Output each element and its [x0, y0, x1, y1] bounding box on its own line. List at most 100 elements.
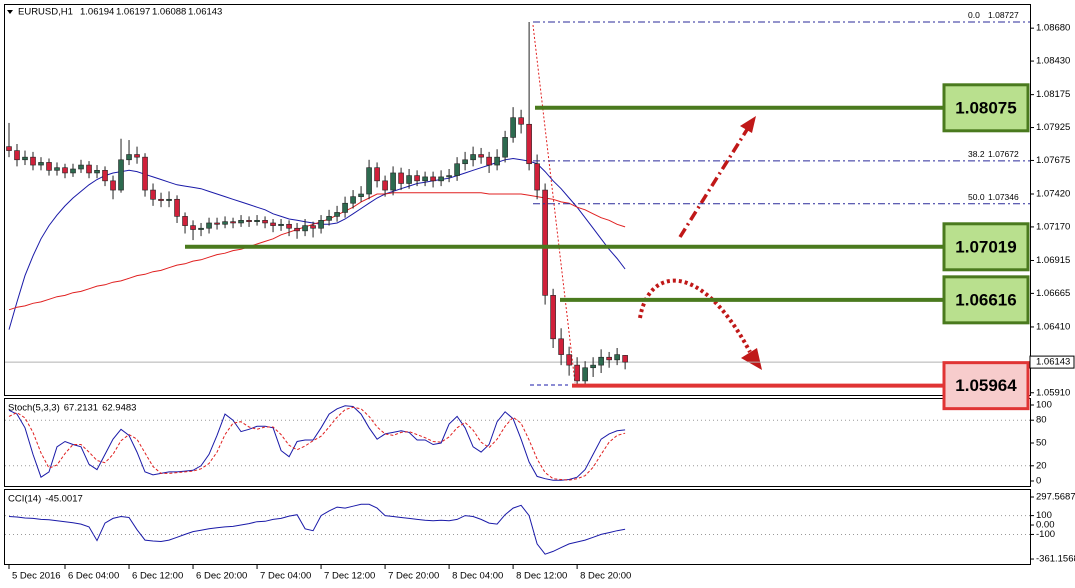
candle-body — [582, 367, 588, 382]
candle-body — [22, 156, 28, 161]
y-tick-label: 50 — [1036, 438, 1047, 449]
ohlc-high: 1.06197 — [116, 7, 150, 18]
candle-body — [614, 354, 620, 361]
candle-body — [598, 356, 604, 366]
candle-body — [30, 156, 36, 166]
candle-body — [118, 159, 124, 191]
candle-body — [102, 170, 108, 182]
candle-body — [142, 156, 148, 191]
level-label: 1.05964 — [955, 376, 1017, 395]
candle-body — [278, 223, 284, 226]
fib-price: 1.07672 — [988, 149, 1019, 159]
candle-body — [590, 364, 596, 369]
candle-body — [622, 355, 628, 363]
candle-body — [94, 170, 100, 174]
candle-body — [6, 146, 12, 151]
level-label: 1.07019 — [955, 237, 1016, 256]
candle-body — [294, 227, 300, 232]
candle-body — [254, 220, 260, 222]
candle-body — [510, 117, 516, 138]
y-tick-label: 1.05910 — [1036, 387, 1070, 398]
fib-price: 1.08727 — [988, 10, 1019, 20]
candle-body — [430, 176, 436, 182]
arrow-curve — [638, 278, 752, 353]
current-price-label: 1.06143 — [1036, 357, 1070, 368]
indicator-line — [8, 503, 626, 555]
candle-body — [310, 225, 316, 229]
y-tick-label: 1.08680 — [1036, 23, 1070, 34]
candle-body — [46, 162, 52, 171]
current-price-box — [1029, 355, 1075, 369]
arrow-shaft — [678, 127, 750, 238]
candle-body — [534, 163, 540, 191]
candle-body — [326, 216, 332, 221]
candle-body — [238, 220, 244, 224]
level-box — [942, 275, 1030, 325]
fib-price: 1.07346 — [988, 192, 1019, 202]
y-tick-label: -361.1568 — [1036, 554, 1075, 565]
ohlc-close: 1.06143 — [188, 7, 222, 18]
candle-body — [270, 222, 276, 226]
candle-body — [62, 167, 68, 174]
candle-body — [470, 154, 476, 161]
level-box — [942, 222, 1030, 272]
candle-body — [342, 202, 348, 213]
candle-body — [86, 164, 92, 174]
moving-average — [8, 157, 626, 330]
indicator-line — [8, 405, 626, 481]
candle-body — [446, 175, 452, 178]
x-tick-label: 8 Dec 04:00 — [452, 571, 503, 582]
candle-body — [158, 198, 164, 201]
y-tick-label: 1.07420 — [1036, 189, 1070, 200]
level-label: 1.06616 — [955, 290, 1016, 309]
x-tick-label: 5 Dec 2016 — [12, 571, 61, 582]
candle-body — [214, 222, 220, 225]
y-tick-label: 0 — [1036, 476, 1041, 487]
candle-body — [550, 295, 556, 340]
symbol: EURUSD,H1 — [18, 7, 73, 18]
candle-body — [174, 198, 180, 217]
candle-body — [38, 162, 44, 166]
menu-icon[interactable] — [7, 10, 13, 14]
down-arrow — [638, 278, 762, 370]
candle-body — [406, 175, 412, 184]
indicator-title: CCI(14) — [8, 494, 41, 505]
x-tick-label: 7 Dec 04:00 — [260, 571, 311, 582]
level-box — [942, 83, 1030, 133]
candle-body — [558, 338, 564, 355]
candle-body — [526, 123, 532, 165]
candle-body — [230, 221, 236, 224]
candle-body — [390, 172, 396, 191]
level-box — [942, 361, 1030, 411]
candle-body — [398, 172, 404, 184]
y-tick-label: -100 — [1036, 529, 1055, 540]
candle-body — [262, 220, 268, 224]
y-tick-label: 1.08430 — [1036, 56, 1070, 67]
candle-body — [70, 168, 76, 174]
y-tick-label: 100 — [1036, 400, 1052, 411]
candle-body — [574, 364, 580, 382]
y-tick-label: 20 — [1036, 460, 1047, 471]
candle-body — [134, 154, 140, 158]
candle-body — [438, 176, 444, 182]
candle-body — [126, 154, 132, 161]
ohlc-low: 1.06088 — [152, 7, 186, 18]
candle-body — [502, 137, 508, 158]
y-tick-label: 1.08175 — [1036, 89, 1070, 100]
y-tick-label: 100 — [1036, 510, 1052, 521]
candle-body — [166, 198, 172, 201]
y-tick-label: 297.5687 — [1036, 492, 1075, 503]
fib-level: 0.0 — [968, 10, 980, 20]
candle-body — [14, 150, 20, 161]
y-tick-label: 0.00 — [1036, 520, 1055, 531]
x-tick-label: 7 Dec 20:00 — [388, 571, 439, 582]
candle-body — [518, 117, 524, 125]
candle-body — [454, 163, 460, 176]
y-tick-label: 1.06665 — [1036, 288, 1070, 299]
y-tick-label: 1.06915 — [1036, 255, 1070, 266]
arrow-head — [741, 348, 762, 370]
candle-body — [414, 175, 420, 182]
y-tick-label: 80 — [1036, 415, 1047, 426]
candle-body — [246, 220, 252, 222]
